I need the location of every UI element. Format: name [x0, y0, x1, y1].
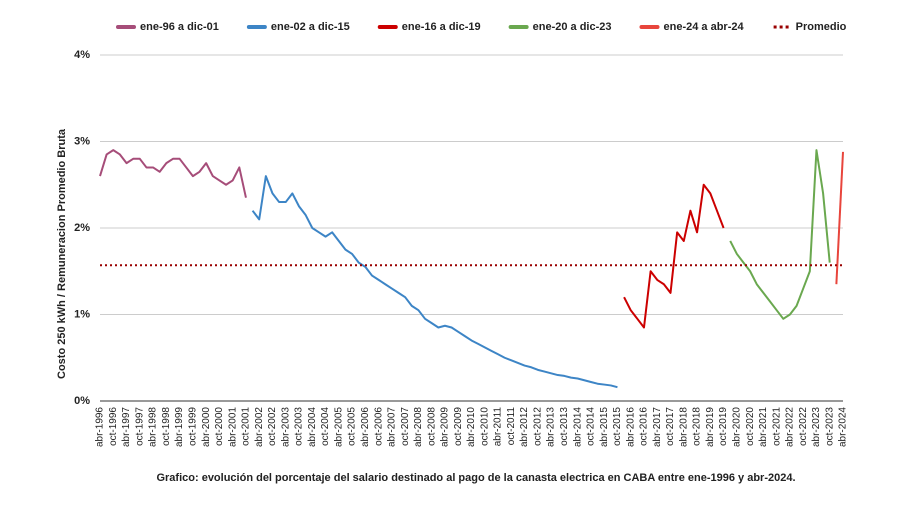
- x-tick-label: abr-1999: [174, 407, 185, 447]
- x-tick-label: abr-2009: [440, 407, 451, 447]
- x-tick-label: oct-2017: [665, 407, 676, 446]
- y-tick-label: 4%: [74, 49, 90, 61]
- x-tick-label: abr-2019: [705, 407, 716, 447]
- x-tick-label: abr-2022: [785, 407, 796, 447]
- series-line: [99, 149, 247, 198]
- series-line: [251, 175, 618, 389]
- x-tick-label: oct-2018: [692, 407, 703, 446]
- x-tick-label: abr-2000: [201, 407, 212, 447]
- x-tick-label: oct-2001: [241, 407, 252, 446]
- x-tick-label: oct-2002: [267, 407, 278, 446]
- x-tick-label: abr-2023: [811, 407, 822, 447]
- x-tick-label: abr-2015: [599, 407, 610, 447]
- x-tick-label: oct-1999: [188, 407, 199, 446]
- legend-label: ene-24 a abr-24: [664, 21, 745, 33]
- x-tick-label: abr-1997: [121, 407, 132, 447]
- x-tick-label: oct-2009: [453, 407, 464, 446]
- x-tick-label: abr-2024: [838, 407, 849, 447]
- x-tick-label: abr-1996: [95, 407, 106, 447]
- x-tick-label: oct-2021: [771, 407, 782, 446]
- x-tick-label: abr-1998: [148, 407, 159, 447]
- x-tick-label: abr-2010: [466, 407, 477, 447]
- x-tick-label: oct-2008: [426, 407, 437, 446]
- y-tick-label: 3%: [74, 135, 90, 147]
- x-tick-label: oct-2019: [718, 407, 729, 446]
- x-tick-label: oct-2015: [612, 407, 623, 446]
- x-tick-label: oct-2013: [559, 407, 570, 446]
- x-tick-label: abr-2020: [731, 407, 742, 447]
- legend-label: ene-02 a dic-15: [271, 21, 350, 33]
- x-tick-label: abr-2005: [333, 407, 344, 447]
- x-tick-label: oct-2012: [532, 407, 543, 446]
- x-tick-label: oct-2010: [479, 407, 490, 446]
- x-tick-label: abr-2008: [413, 407, 424, 447]
- series-line: [623, 183, 725, 329]
- x-tick-label: oct-2014: [586, 407, 597, 446]
- x-tick-label: oct-2005: [347, 407, 358, 446]
- x-tick-label: abr-2001: [227, 407, 238, 447]
- x-tick-label: abr-2002: [254, 407, 265, 447]
- y-tick-label: 1%: [74, 308, 90, 320]
- x-tick-label: oct-1996: [108, 407, 119, 446]
- legend-label: ene-20 a dic-23: [533, 21, 612, 33]
- x-tick-label: abr-2006: [360, 407, 371, 447]
- x-tick-label: oct-2006: [373, 407, 384, 446]
- y-tick-label: 2%: [74, 222, 90, 234]
- x-tick-label: abr-2017: [652, 407, 663, 447]
- x-tick-label: abr-2016: [625, 407, 636, 447]
- x-tick-label: oct-2022: [798, 407, 809, 446]
- x-tick-label: oct-2003: [294, 407, 305, 446]
- x-tick-label: oct-2007: [400, 407, 411, 446]
- x-tick-label: abr-2012: [519, 407, 530, 447]
- x-tick-label: oct-2000: [214, 407, 225, 446]
- series-line: [835, 151, 844, 285]
- legend-label: ene-16 a dic-19: [402, 21, 481, 33]
- x-tick-label: abr-2013: [546, 407, 557, 447]
- x-tick-label: oct-1998: [161, 407, 172, 446]
- x-tick-label: oct-2023: [824, 407, 835, 446]
- x-tick-label: oct-2016: [639, 407, 650, 446]
- x-tick-label: abr-2011: [493, 407, 504, 447]
- x-tick-label: oct-2011: [506, 407, 517, 446]
- x-tick-label: oct-2004: [320, 407, 331, 446]
- legend-label: ene-96 a dic-01: [140, 21, 219, 33]
- legend-label: Promedio: [796, 21, 847, 33]
- y-axis-label: Costo 250 kWh / Remuneracion Promedio Br…: [56, 128, 68, 379]
- y-tick-label: 0%: [74, 395, 90, 407]
- x-tick-label: oct-1997: [134, 407, 145, 446]
- x-tick-label: abr-2014: [572, 407, 583, 447]
- x-tick-label: oct-2020: [745, 407, 756, 446]
- x-tick-label: abr-2004: [307, 407, 318, 447]
- caption: Grafico: evolución del porcentaje del sa…: [156, 472, 795, 484]
- x-tick-label: abr-2003: [280, 407, 291, 447]
- series-line: [729, 149, 831, 320]
- x-tick-label: abr-2021: [758, 407, 769, 447]
- x-tick-label: abr-2007: [387, 407, 398, 447]
- x-tick-label: abr-2018: [678, 407, 689, 447]
